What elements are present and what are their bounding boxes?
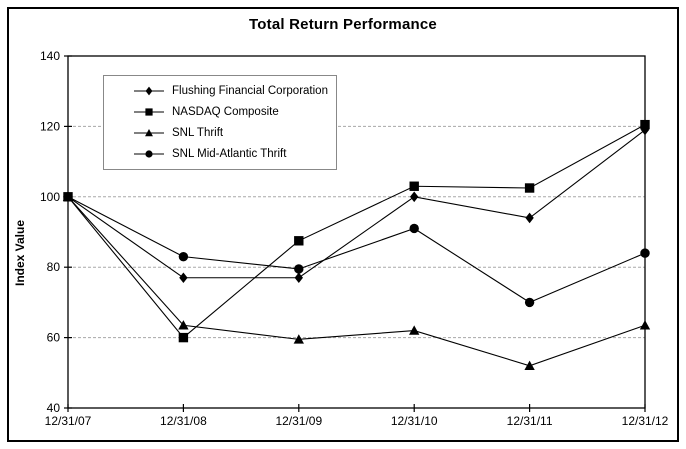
legend-label: SNL Thrift (172, 127, 224, 139)
chart-title: Total Return Performance (249, 16, 437, 33)
svg-text:12/31/10: 12/31/10 (391, 414, 438, 428)
legend-item: NASDAQ Composite (134, 106, 336, 118)
triangle-marker-icon (134, 129, 164, 137)
svg-text:100: 100 (40, 190, 60, 204)
svg-text:12/31/09: 12/31/09 (275, 414, 322, 428)
svg-text:140: 140 (40, 49, 60, 63)
legend-label: Flushing Financial Corporation (172, 85, 328, 97)
svg-text:12/31/12: 12/31/12 (622, 414, 669, 428)
svg-text:12/31/07: 12/31/07 (45, 414, 92, 428)
svg-text:60: 60 (47, 331, 61, 345)
legend-item: SNL Thrift (134, 127, 336, 139)
square-marker-icon (134, 108, 164, 116)
legend-item: SNL Mid-Atlantic Thrift (134, 148, 336, 160)
svg-text:40: 40 (47, 401, 61, 415)
diamond-marker-icon (134, 86, 164, 96)
legend: Flushing Financial Corporation NASDAQ Com… (103, 75, 337, 170)
svg-text:80: 80 (47, 260, 61, 274)
circle-marker-icon (134, 150, 164, 158)
legend-label: NASDAQ Composite (172, 106, 279, 118)
legend-item: Flushing Financial Corporation (134, 85, 336, 97)
svg-text:12/31/11: 12/31/11 (507, 414, 553, 428)
legend-label: SNL Mid-Atlantic Thrift (172, 148, 287, 160)
svg-text:120: 120 (40, 119, 60, 133)
svg-text:12/31/08: 12/31/08 (160, 414, 207, 428)
